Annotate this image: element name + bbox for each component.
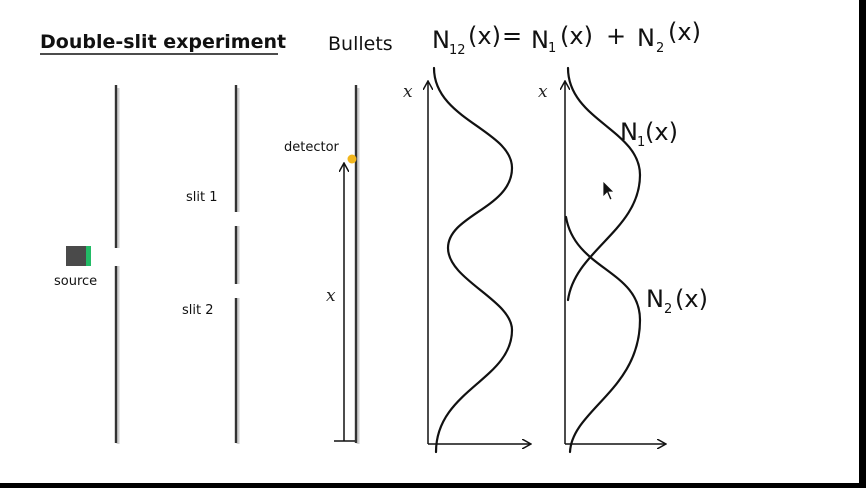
plot-right-x-label: x [538,82,548,102]
n1-label-subscript: 1 [637,135,645,150]
bullets-label: Bullets [328,33,393,55]
detector-label: detector [284,140,340,155]
equation-equals: = [502,22,522,50]
equation-lhs: N [432,26,450,54]
source-label: source [54,274,97,289]
equation-term2: N [637,24,655,52]
equation-term2-subscript: 2 [656,41,664,56]
source-emitter [86,246,91,266]
n2-label: N [646,285,664,313]
equation-term2-arg: (x) [668,18,701,46]
equation-term1: N [531,26,549,54]
n1-label: N [620,118,638,146]
equation-plus: + [606,22,626,50]
plot-left-x-label: x [403,82,413,102]
equation-term1-subscript: 1 [548,41,556,56]
page-title: Double-slit experiment [40,31,286,53]
mouse-cursor-icon [602,180,615,201]
plot-right-n2-curve [564,215,642,454]
slit1-label: slit 1 [186,190,218,205]
plot-left-n12-curve [432,66,514,454]
equation: N 12 (x) = N 1 (x) + N 2 (x) [432,18,701,58]
equation-lhs-subscript: 12 [449,43,466,58]
detector-dot [347,154,357,164]
plot-right-n1-curve [566,66,642,302]
source-body [66,246,86,266]
equation-term1-arg: (x) [560,22,593,50]
slit2-label: slit 2 [182,303,214,318]
equation-lhs-arg: (x) [468,22,501,50]
n2-label-arg: (x) [675,285,708,313]
n2-label-subscript: 2 [664,302,672,317]
n1-label-arg: (x) [645,118,678,146]
detector-x-label: x [326,286,336,306]
